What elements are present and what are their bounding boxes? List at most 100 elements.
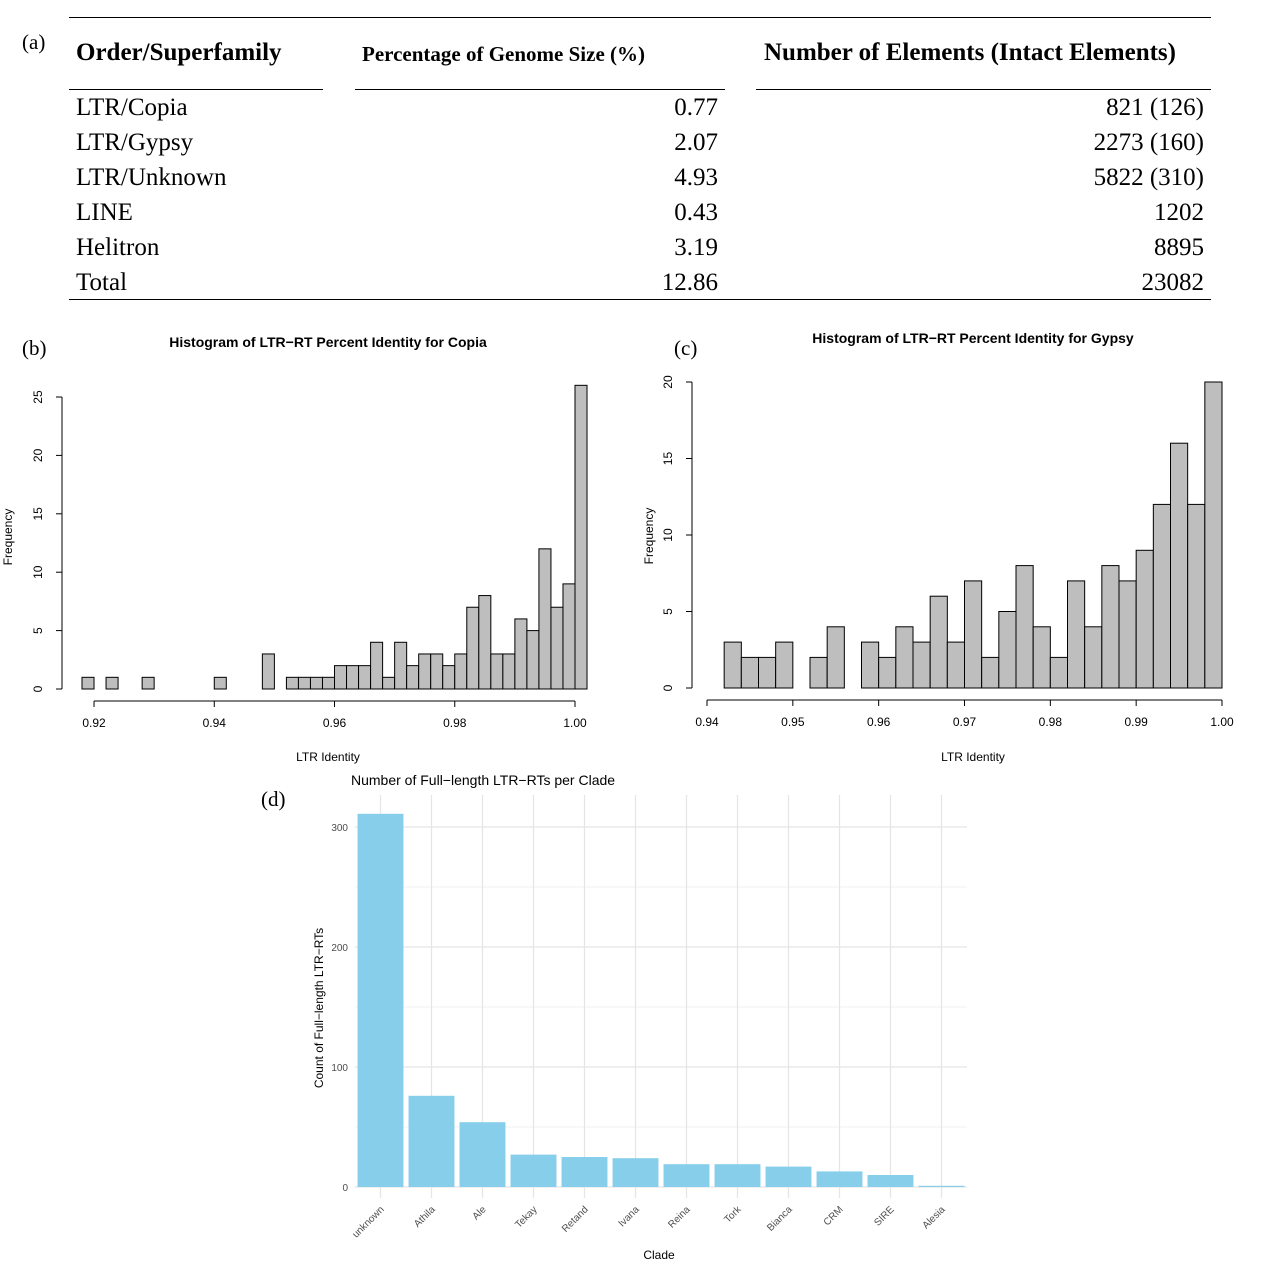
histogram-bar [105, 676, 119, 690]
table-header-rule-2 [355, 89, 725, 90]
histogram-bar [406, 665, 420, 690]
clade-bar [408, 1095, 455, 1187]
x-tick-label: Athila [412, 1204, 438, 1230]
clade-bar [714, 1164, 761, 1187]
histogram-bar [285, 676, 299, 690]
x-tick-label: Tork [722, 1204, 744, 1226]
plot-area: 0 100 200 300 unknown Athila Ale Tekay Retand Iva… [331, 795, 967, 1240]
table-top-rule [69, 17, 1211, 18]
histogram-bar [1118, 580, 1137, 689]
clade-bar [867, 1175, 914, 1187]
x-tick-label: Alesia [921, 1204, 948, 1231]
x-tick-label: 0.99 [1124, 715, 1148, 729]
x-tick-label: CRM [822, 1204, 846, 1228]
chart-title: Histogram of LTR−RT Percent Identity for… [812, 330, 1134, 346]
histogram-bar [141, 676, 155, 690]
x-tick-label: 0.92 [82, 716, 106, 730]
histogram-bar [358, 665, 372, 690]
histogram-bar [418, 653, 432, 690]
x-tick-label: SIRE [872, 1204, 897, 1229]
histogram-bar [394, 641, 408, 690]
y-tick-label: 300 [331, 823, 348, 834]
summary-table: Order/Superfamily Percentage of Genome S… [69, 17, 1211, 301]
plot-area: 0.92 0.94 0.96 0.98 1.00 0 5 10 15 20 25 [31, 384, 588, 730]
table-cell-order: LTR/Gypsy [76, 129, 194, 156]
clade-bar [357, 813, 404, 1187]
y-tick-label: 20 [661, 375, 675, 389]
y-axis-label: Count of Full−length LTR−RTs [312, 928, 326, 1088]
y-tick-label: 0 [661, 684, 675, 691]
histogram-bar [1049, 656, 1069, 689]
x-tick-label: Bianca [765, 1204, 795, 1234]
x-tick-label: unknown [351, 1204, 387, 1240]
histogram-bar [998, 611, 1017, 689]
x-tick-label: 0.97 [953, 715, 977, 729]
histogram-bar [562, 583, 576, 690]
histogram-bar [213, 676, 227, 690]
clade-bar-chart: Number of Full−length LTR−RTs per Clade … [312, 772, 967, 1262]
x-axis-label: LTR Identity [941, 750, 1005, 764]
histogram-bar [895, 626, 914, 689]
histogram-bar [334, 665, 348, 690]
y-tick-label: 15 [31, 507, 45, 521]
histogram-bar [430, 653, 444, 690]
panel-label-c: (c) [674, 336, 698, 360]
table-cell-elements: 8895 [1154, 234, 1204, 261]
clade-bar [510, 1154, 557, 1187]
x-tick-label: 0.94 [695, 715, 719, 729]
histogram-bar [454, 653, 468, 690]
table-cell-percentage: 2.07 [674, 129, 718, 156]
histogram-bar [912, 641, 931, 689]
y-tick-label: 200 [331, 943, 348, 954]
histogram-bar [370, 641, 384, 690]
panel-label-a: (a) [22, 30, 46, 54]
table-cell-percentage: 0.77 [674, 94, 718, 121]
histogram-bar [574, 384, 588, 690]
histogram-bar [538, 548, 552, 690]
histogram-bar [297, 676, 311, 690]
histogram-bar [442, 665, 456, 690]
histogram-bar [861, 641, 880, 689]
histogram-bar [1067, 580, 1086, 689]
table-header-order: Order/Superfamily [76, 39, 282, 66]
histogram-bar [309, 676, 323, 690]
table-header-elements: Number of Elements (Intact Elements) [764, 39, 1176, 66]
clade-bar [816, 1171, 863, 1187]
table-cell-order: LTR/Unknown [76, 164, 227, 191]
y-tick-label: 20 [31, 448, 45, 462]
clade-bar [459, 1122, 506, 1187]
x-tick-label: Ivana [617, 1204, 642, 1229]
histogram-bar [809, 656, 828, 689]
histogram-bar [1135, 549, 1154, 689]
x-tick-label: 0.96 [323, 716, 347, 730]
table-cell-elements: 5822 (310) [1093, 164, 1204, 191]
histogram-bar [878, 656, 897, 689]
panel-label-b: (b) [22, 336, 47, 360]
table-cell-elements: 23082 [1141, 269, 1205, 296]
histogram-bar [526, 630, 540, 690]
histogram-bar [478, 595, 492, 690]
x-tick-label: Reina [666, 1204, 693, 1231]
chart-title: Number of Full−length LTR−RTs per Clade [351, 772, 615, 788]
histogram-bar [740, 656, 760, 689]
y-tick-label: 5 [661, 608, 675, 615]
y-tick-label: 0 [31, 685, 45, 692]
histogram-bar [382, 676, 396, 690]
y-tick-label: 10 [31, 565, 45, 579]
x-tick-label: Retand [560, 1204, 591, 1235]
clade-bar [561, 1157, 608, 1187]
table-cell-order: Helitron [76, 234, 160, 261]
x-tick-label: 0.96 [867, 715, 891, 729]
clade-bar [765, 1166, 812, 1187]
clade-bar [612, 1158, 659, 1187]
x-tick-label: 1.00 [563, 716, 587, 730]
histogram-bar [502, 653, 516, 690]
x-axis-label: LTR Identity [296, 750, 360, 764]
table-cell-order: LTR/Copia [76, 94, 188, 121]
table-header-rule-1 [69, 89, 323, 90]
clade-bar [663, 1164, 710, 1187]
histogram-bar [81, 676, 95, 690]
y-axis-label: Frequency [1, 509, 15, 566]
histogram-bar [981, 656, 1000, 689]
histogram-bar [490, 653, 504, 690]
